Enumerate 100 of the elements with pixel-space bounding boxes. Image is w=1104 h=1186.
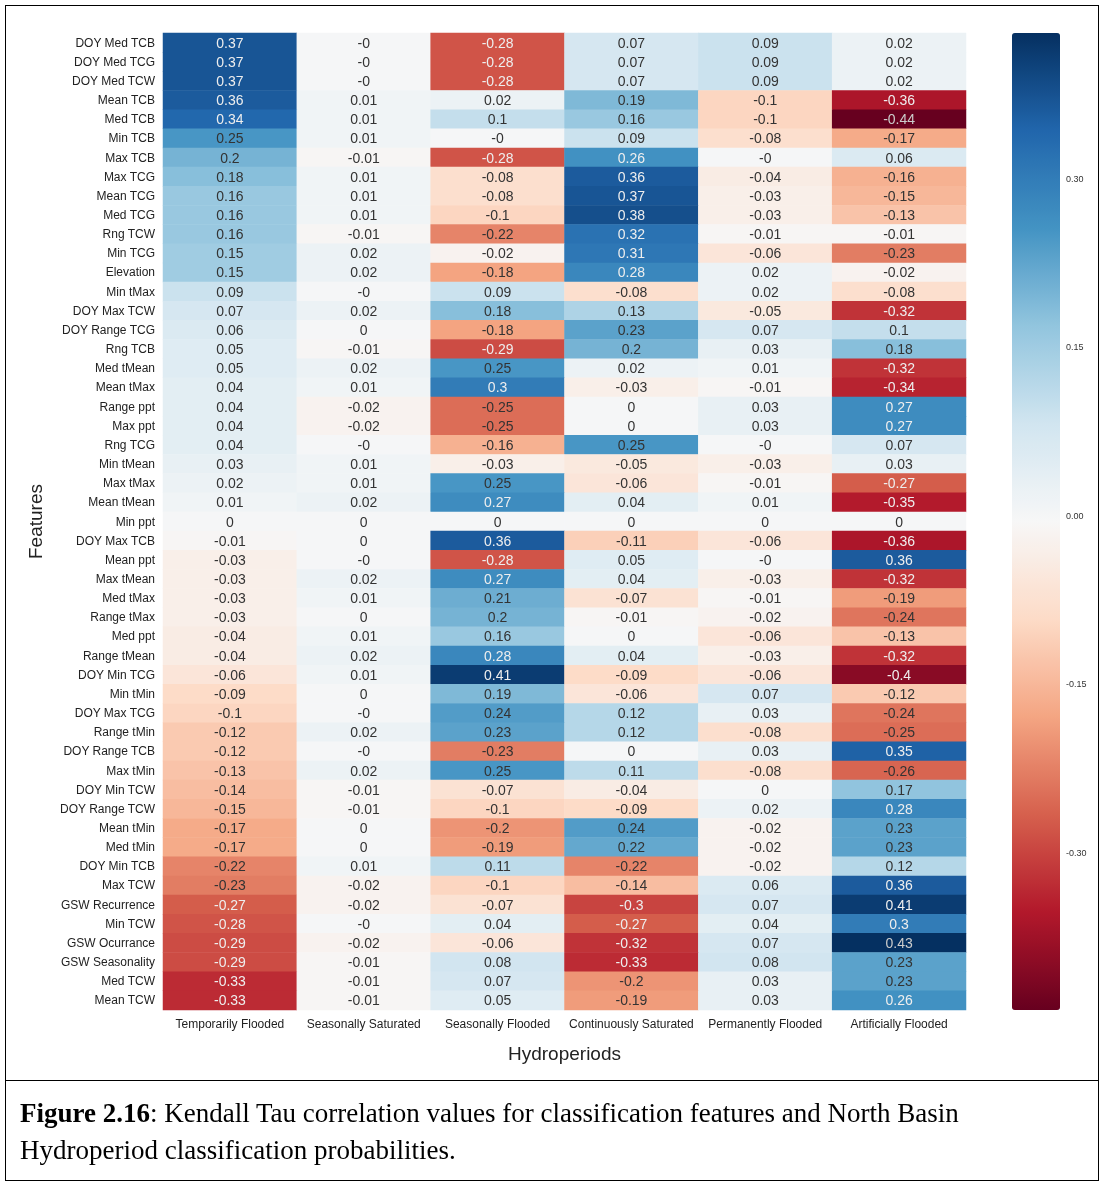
data-label: -0.01: [749, 379, 782, 396]
data-label: -0.06: [749, 245, 782, 262]
y-tick-label: Mean TCB: [97, 93, 155, 108]
data-label: -0.25: [481, 417, 514, 434]
data-label: -0.1: [753, 111, 778, 128]
data-label: 0.08: [751, 954, 780, 971]
data-label: -0.03: [749, 456, 782, 473]
data-label: 0.15: [216, 245, 244, 262]
y-tick-label: Mean TCW: [94, 993, 156, 1008]
y-tick-label: DOY Max TCB: [76, 533, 155, 548]
data-label: 0: [627, 398, 636, 415]
data-label: 0.36: [216, 92, 244, 109]
data-label: -0.03: [213, 570, 247, 587]
data-label: 0: [359, 513, 368, 530]
data-label: 0.04: [617, 647, 646, 664]
data-label: -0: [357, 34, 371, 51]
data-label: -0.1: [753, 92, 778, 109]
y-tick-label: Med tMean: [94, 361, 155, 376]
data-label: 0.26: [885, 992, 913, 1009]
data-label: 0.18: [216, 168, 244, 185]
data-label: 0.02: [885, 72, 913, 89]
data-label: -0.02: [347, 877, 380, 894]
data-label: 0.25: [483, 360, 512, 377]
data-label: -0.19: [883, 590, 916, 607]
data-label: -0.04: [213, 647, 247, 664]
y-tick-label: Range ppt: [99, 399, 156, 414]
data-label: 0: [359, 685, 368, 702]
data-label: -0.1: [485, 206, 510, 223]
data-label: 0.07: [751, 896, 780, 913]
data-label: -0.27: [213, 896, 247, 913]
y-tick-label: Min tMin: [109, 686, 155, 701]
data-label: -0.06: [615, 685, 648, 702]
data-label: 0.01: [216, 494, 244, 511]
data-label: 0.04: [216, 417, 244, 434]
data-label: -0.32: [883, 570, 916, 587]
y-tick-label: Min TCB: [108, 131, 155, 146]
data-label: 0.32: [617, 226, 646, 243]
data-label: -0.01: [347, 954, 380, 971]
data-label: 0.31: [617, 245, 646, 262]
data-label: -0.35: [883, 494, 916, 511]
data-label: -0.32: [883, 360, 916, 377]
data-label: -0.01: [347, 973, 380, 990]
data-label: -0.28: [481, 34, 514, 51]
data-label: -0.18: [481, 321, 514, 338]
data-label: -0.27: [615, 915, 648, 932]
data-label: 0.27: [483, 494, 512, 511]
data-label: 0.05: [483, 992, 512, 1009]
y-tick-label: Min tMean: [98, 457, 155, 472]
data-label: 0.03: [751, 705, 780, 722]
color-bar-label: 0.15: [1066, 342, 1084, 353]
data-label: 0.28: [885, 800, 913, 817]
data-label: 0.01: [350, 130, 378, 147]
y-tick-label: Min ppt: [115, 514, 156, 529]
y-tick-label: DOY Min TCB: [79, 859, 155, 874]
data-label: 0.01: [350, 379, 378, 396]
data-label: 0.37: [216, 34, 244, 51]
data-label: 0.07: [751, 321, 780, 338]
data-label: -0.05: [749, 302, 782, 319]
y-tick-label: Rng TCB: [105, 342, 155, 357]
data-label: -0.01: [347, 226, 380, 243]
data-label: -0.3: [619, 896, 644, 913]
color-bar-label: -0.30: [1066, 847, 1087, 858]
data-label: 0.12: [617, 724, 646, 741]
data-label: 0: [359, 820, 368, 837]
y-tick-label: Med tMin: [105, 840, 155, 855]
data-label: 0.04: [216, 436, 244, 453]
x-tick-label: Permanently Flooded: [708, 1017, 823, 1031]
data-label: -0.03: [749, 206, 782, 223]
data-label: 0.07: [751, 934, 780, 951]
data-label: -0.28: [481, 551, 514, 568]
color-bar-label: 0.00: [1066, 510, 1084, 521]
data-label: -0.03: [615, 379, 648, 396]
data-label: -0.08: [615, 283, 648, 300]
data-label: 0.36: [885, 877, 913, 894]
y-tick-label: Max tMean: [95, 571, 155, 586]
data-label: -0.01: [347, 992, 380, 1009]
data-label: 0.12: [617, 705, 646, 722]
data-label: 0.23: [885, 954, 913, 971]
data-label: 0.04: [216, 398, 244, 415]
data-label: -0.08: [883, 283, 916, 300]
data-label: -0.09: [615, 666, 648, 683]
data-label: 0.04: [617, 570, 646, 587]
data-label: -0.11: [615, 532, 648, 549]
data-label: -0: [357, 53, 371, 70]
data-label: 0.34: [216, 111, 244, 128]
data-label: 0.37: [216, 53, 244, 70]
data-label: -0.06: [213, 666, 247, 683]
data-label: 0.02: [751, 283, 780, 300]
data-label: 0.24: [617, 820, 646, 837]
data-label: 0.16: [216, 226, 244, 243]
data-label: 0: [627, 417, 636, 434]
data-label: 0.25: [483, 475, 512, 492]
data-label: 0.02: [350, 264, 378, 281]
y-tick-label: Max tMax: [102, 476, 155, 491]
color-bar-label: 0.30: [1066, 173, 1084, 184]
data-label: 0.01: [350, 628, 378, 645]
data-label: -0.34: [883, 379, 916, 396]
data-label: 0.06: [751, 877, 780, 894]
y-axis-title: Features: [25, 484, 46, 559]
data-label: 0.03: [751, 341, 780, 358]
